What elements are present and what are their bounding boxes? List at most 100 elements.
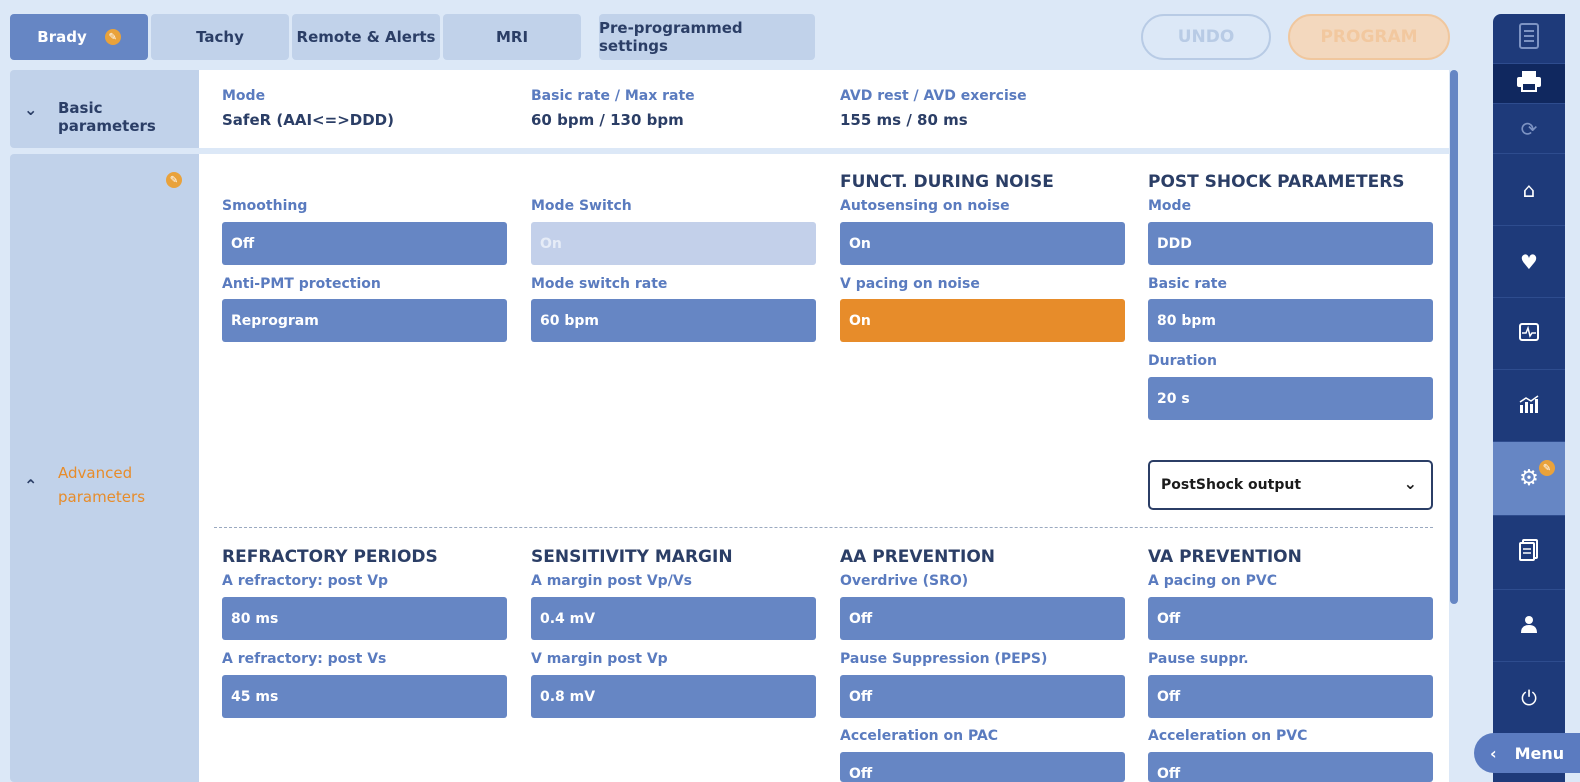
a-pacing-pvc-label: A pacing on PVC: [1148, 573, 1277, 589]
tab-remote-alerts[interactable]: Remote & Alerts: [292, 14, 440, 60]
nav-home[interactable]: ⌂: [1493, 154, 1565, 226]
accel-pvc-field[interactable]: Off: [1148, 752, 1433, 782]
ps-rate-field[interactable]: 80 bpm: [1148, 299, 1433, 342]
autosensing-field[interactable]: On: [840, 222, 1125, 265]
edit-pencil-icon: ✎: [166, 172, 182, 188]
refractory-heading: REFRACTORY PERIODS: [222, 547, 438, 567]
edit-pencil-icon: ✎: [104, 29, 121, 45]
sync-icon: ⟳: [1520, 116, 1538, 141]
print-icon: [1516, 70, 1542, 97]
sensitivity-heading: SENSITIVITY MARGIN: [531, 547, 733, 567]
scrollbar-thumb[interactable]: [1450, 70, 1458, 604]
side-navigation: [1493, 14, 1565, 782]
smoothing-label: Smoothing: [222, 198, 308, 214]
tab-bar: Brady ✎ Tachy Remote & Alerts MRI Pre-pr…: [10, 14, 815, 60]
mode-switch-label: Mode Switch: [531, 198, 632, 214]
ps-duration-label: Duration: [1148, 353, 1218, 369]
basic-parameters-panel: [199, 70, 1449, 148]
document-icon: [1518, 23, 1540, 54]
section-divider: [214, 527, 1433, 528]
overdrive-field[interactable]: Off: [840, 597, 1125, 640]
aref-vp-field[interactable]: 80 ms: [222, 597, 507, 640]
post-shock-heading: POST SHOCK PARAMETERS: [1148, 172, 1405, 192]
ps-rate-label: Basic rate: [1148, 276, 1227, 292]
user-icon: [1520, 614, 1538, 638]
rate-value: 60 bpm / 130 bpm: [531, 111, 684, 129]
anti-pmt-label: Anti-PMT protection: [222, 276, 381, 292]
menu-label: Menu: [1514, 743, 1565, 763]
advanced-parameters-label-line2: parameters: [58, 488, 146, 506]
mode-switch-rate-label: Mode switch rate: [531, 276, 668, 292]
tab-tachy-label: Tachy: [196, 28, 244, 46]
undo-button[interactable]: UNDO: [1141, 14, 1271, 60]
tab-tachy[interactable]: Tachy: [151, 14, 289, 60]
program-button[interactable]: PROGRAM: [1288, 14, 1450, 60]
autosensing-label: Autosensing on noise: [840, 198, 1010, 214]
chart-icon: [1518, 394, 1540, 418]
mode-label: Mode: [222, 88, 266, 104]
rate-label: Basic rate / Max rate: [531, 88, 695, 104]
home-icon: ⌂: [1522, 177, 1536, 202]
postshock-output-select[interactable]: PostShock output ⌄: [1148, 460, 1433, 510]
aa-prevention-heading: AA PREVENTION: [840, 547, 995, 567]
mode-switch-rate-field[interactable]: 60 bpm: [531, 299, 816, 342]
aref-vs-field[interactable]: 45 ms: [222, 675, 507, 718]
accel-pvc-label: Acceleration on PVC: [1148, 728, 1308, 744]
overdrive-label: Overdrive (SRO): [840, 573, 969, 589]
nav-chart[interactable]: [1493, 370, 1565, 442]
nav-user[interactable]: [1493, 590, 1565, 662]
tab-mri-label: MRI: [495, 28, 529, 46]
avd-value: 155 ms / 80 ms: [840, 111, 968, 129]
ecg-icon: [1519, 322, 1539, 346]
v-pacing-noise-label: V pacing on noise: [840, 276, 980, 292]
nav-sync[interactable]: ⟳: [1493, 104, 1565, 154]
smoothing-field[interactable]: Off: [222, 222, 507, 265]
a-pacing-pvc-field[interactable]: Off: [1148, 597, 1433, 640]
tab-remote-alerts-label: Remote & Alerts: [296, 28, 436, 46]
v-pacing-noise-field[interactable]: On: [840, 299, 1125, 342]
aref-vs-label: A refractory: post Vs: [222, 651, 387, 667]
ps-mode-label: Mode: [1148, 198, 1192, 214]
v-margin-field[interactable]: 0.8 mV: [531, 675, 816, 718]
heart-icon: ♥: [1520, 249, 1538, 274]
pause-suppr-label: Pause suppr.: [1148, 651, 1249, 667]
nav-ecg[interactable]: [1493, 298, 1565, 370]
settings-icon: ⚙: [1519, 466, 1539, 491]
nav-heart[interactable]: ♥: [1493, 226, 1565, 298]
advanced-parameters-label-line1: Advanced: [58, 464, 133, 482]
va-prevention-heading: VA PREVENTION: [1148, 547, 1302, 567]
a-margin-label: A margin post Vp/Vs: [531, 573, 692, 589]
basic-parameters-header[interactable]: ⌄ Basic parameters: [10, 70, 199, 148]
nav-report[interactable]: [1493, 516, 1565, 590]
pause-suppr-field[interactable]: Off: [1148, 675, 1433, 718]
power-icon: ⏻: [1521, 686, 1537, 710]
peps-field[interactable]: Off: [840, 675, 1125, 718]
ps-duration-field[interactable]: 20 s: [1148, 377, 1433, 420]
nav-print[interactable]: [1493, 64, 1565, 104]
tab-preprogrammed-label: Pre-programmed settings: [599, 19, 743, 55]
chevron-down-icon: ⌄: [1403, 474, 1417, 493]
peps-label: Pause Suppression (PEPS): [840, 651, 1048, 667]
menu-button[interactable]: ‹ Menu: [1474, 733, 1580, 773]
tab-preprogrammed[interactable]: Pre-programmed settings: [599, 14, 815, 60]
postshock-output-value: PostShock output: [1161, 477, 1302, 493]
aref-vp-label: A refractory: post Vp: [222, 573, 389, 589]
advanced-parameters-header[interactable]: ✎ ⌃ Advanced parameters: [10, 154, 199, 782]
nav-power[interactable]: ⏻: [1493, 662, 1565, 734]
tab-mri[interactable]: MRI: [443, 14, 581, 60]
ps-mode-field[interactable]: DDD: [1148, 222, 1433, 265]
tab-brady-label: Brady: [37, 28, 87, 46]
noise-heading: FUNCT. DURING NOISE: [840, 172, 1054, 192]
a-margin-field[interactable]: 0.4 mV: [531, 597, 816, 640]
accel-pac-field[interactable]: Off: [840, 752, 1125, 782]
nav-document[interactable]: [1493, 14, 1565, 64]
mode-value: SafeR (AAI<=>DDD): [222, 111, 394, 129]
nav-settings[interactable]: ⚙ ✎: [1493, 442, 1565, 516]
tab-brady[interactable]: Brady ✎: [10, 14, 148, 60]
accel-pac-label: Acceleration on PAC: [840, 728, 999, 744]
basic-parameters-label: Basic parameters: [58, 99, 156, 135]
anti-pmt-field[interactable]: Reprogram: [222, 299, 507, 342]
chevron-down-icon: ⌄: [24, 100, 38, 119]
report-icon: [1519, 539, 1539, 566]
